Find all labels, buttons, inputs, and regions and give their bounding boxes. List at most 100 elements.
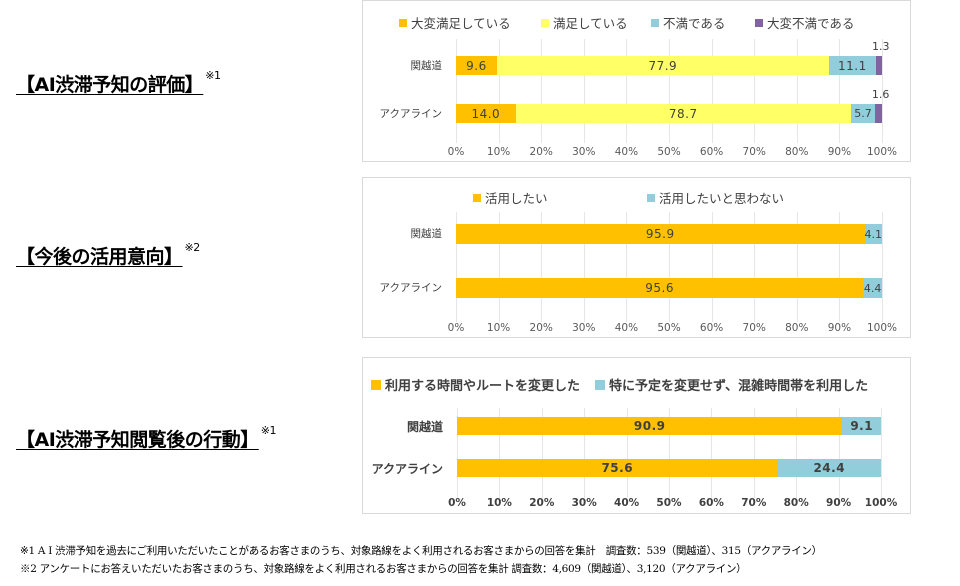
gridline bbox=[882, 39, 883, 143]
chart-evaluation: 大変満足している 満足している 不満である 大変不満である 0% 10% 20% 30% 40%… bbox=[362, 0, 911, 162]
gridline bbox=[754, 212, 756, 322]
bar-segment bbox=[875, 104, 882, 123]
legend-item: 利用する時間やルートを変更した bbox=[371, 375, 580, 394]
x-tick-label: 60% bbox=[699, 322, 724, 334]
legend-item: 特に予定を変更せず、混雑時間帯を利用した bbox=[595, 375, 868, 394]
x-tick-label: 0% bbox=[447, 146, 465, 158]
legend-swatch-icon bbox=[541, 18, 549, 27]
bar-segment: 14.0 bbox=[456, 104, 516, 123]
gridline bbox=[541, 39, 543, 143]
x-tick-label: 60% bbox=[699, 146, 724, 158]
heading-evaluation: 【AI渋滞予知の評価】 ※1 bbox=[16, 69, 221, 97]
bar-segment: 4.4 bbox=[863, 278, 882, 298]
plot-area bbox=[456, 212, 883, 322]
bar-segment: 5.7 bbox=[850, 104, 876, 123]
x-tick-label: 70% bbox=[741, 497, 767, 509]
x-tick-label: 100% bbox=[866, 322, 898, 334]
bar-segment: 11.1 bbox=[828, 56, 877, 75]
x-tick-label: 0% bbox=[447, 322, 465, 334]
x-tick-label: 70% bbox=[742, 322, 766, 334]
legend-item: 大変不満である bbox=[755, 13, 854, 32]
gridline bbox=[711, 408, 713, 498]
legend-swatch-icon bbox=[399, 18, 407, 27]
plot-area bbox=[456, 39, 883, 143]
gridline bbox=[669, 212, 670, 322]
category-label: アクアライン bbox=[371, 462, 443, 476]
gridline bbox=[498, 212, 500, 322]
gridline bbox=[541, 212, 543, 322]
legend-item: 活用したい bbox=[473, 188, 548, 207]
bar-segment bbox=[876, 56, 882, 75]
gridline bbox=[754, 39, 756, 143]
gridline bbox=[583, 212, 585, 322]
bar-row: 95.9 4.1 bbox=[456, 224, 882, 244]
x-tick-label: 50% bbox=[657, 146, 681, 158]
gridline bbox=[711, 212, 713, 322]
x-tick-label: 80% bbox=[785, 322, 809, 334]
x-tick-label: 10% bbox=[486, 146, 511, 158]
x-tick-label: 30% bbox=[572, 322, 596, 334]
gridline bbox=[669, 408, 670, 498]
plot-area bbox=[457, 408, 882, 498]
legend-swatch-icon bbox=[651, 18, 659, 27]
gridline bbox=[584, 408, 586, 498]
gridline bbox=[839, 39, 841, 143]
legend-swatch-icon bbox=[755, 18, 763, 27]
x-tick-label: 60% bbox=[698, 497, 724, 509]
x-tick-label: 90% bbox=[826, 497, 852, 509]
x-tick-label: 100% bbox=[866, 146, 898, 158]
chart-behavior: 利用する時間やルートを変更した 特に予定を変更せず、混雑時間帯を利用した 0% 10%… bbox=[362, 357, 911, 514]
x-tick-label: 90% bbox=[827, 322, 852, 334]
gridline bbox=[626, 212, 628, 322]
x-tick-label: 40% bbox=[614, 497, 640, 509]
gridline bbox=[456, 39, 457, 143]
bar-segment: 95.6 bbox=[456, 278, 864, 298]
x-tick-label: 30% bbox=[572, 146, 596, 158]
x-tick-label: 20% bbox=[529, 322, 553, 334]
x-tick-label: 100% bbox=[864, 497, 898, 509]
x-tick-label: 40% bbox=[614, 322, 639, 334]
x-tick-label: 70% bbox=[742, 146, 766, 158]
legend-swatch-icon bbox=[595, 379, 605, 390]
x-tick-label: 40% bbox=[614, 146, 639, 158]
x-tick-label: 20% bbox=[529, 146, 553, 158]
heading-behavior-text: 【AI渋滞予知閲覧後の行動】 bbox=[16, 429, 259, 451]
legend-swatch-icon bbox=[371, 379, 381, 390]
bar-row: 9.6 77.9 11.1 bbox=[456, 56, 882, 75]
legend-item: 活用したいと思わない bbox=[647, 188, 784, 207]
note-mark: ※2 bbox=[184, 241, 201, 254]
legend-label: 特に予定を変更せず、混雑時間帯を利用した bbox=[609, 379, 869, 394]
heading-behavior: 【AI渋滞予知閲覧後の行動】 ※1 bbox=[16, 424, 277, 452]
legend-label: 大変不満である bbox=[767, 16, 855, 31]
x-tick-label: 20% bbox=[529, 497, 555, 509]
gridline bbox=[882, 212, 883, 322]
bar-segment: 90.9 bbox=[457, 417, 843, 435]
gridline bbox=[457, 408, 458, 498]
gridline bbox=[839, 212, 841, 322]
gridline bbox=[499, 408, 501, 498]
gridline bbox=[753, 408, 755, 498]
bar-segment: 95.9 bbox=[456, 224, 865, 244]
category-label: 関越道 bbox=[406, 420, 443, 434]
note-mark: ※1 bbox=[205, 69, 221, 82]
gridline bbox=[796, 408, 798, 498]
gridline bbox=[626, 39, 628, 143]
bar-row: 75.6 24.4 bbox=[457, 459, 881, 477]
bar-segment: 75.6 bbox=[457, 459, 778, 477]
legend-label: 不満である bbox=[663, 16, 726, 31]
gridline bbox=[583, 39, 585, 143]
legend-item: 不満である bbox=[651, 13, 725, 32]
heading-future-intent-text: 【今後の活用意向】 bbox=[16, 246, 183, 268]
x-tick-label: 10% bbox=[486, 497, 512, 509]
bar-segment: 9.6 bbox=[456, 56, 497, 75]
x-tick-label: 90% bbox=[827, 146, 852, 158]
legend-label: 活用したいと思わない bbox=[659, 191, 785, 206]
x-tick-label: 80% bbox=[785, 146, 809, 158]
x-tick-label: 10% bbox=[486, 322, 511, 334]
gridline bbox=[456, 212, 457, 322]
legend-item: 満足している bbox=[541, 13, 628, 32]
footnote-2: ※2 アンケートにお答えいただいたお客さまのうち、対象路線をよく利用されるお客さ… bbox=[20, 563, 747, 575]
gridline bbox=[711, 39, 713, 143]
gridline bbox=[796, 212, 798, 322]
legend-swatch-icon bbox=[473, 193, 481, 202]
